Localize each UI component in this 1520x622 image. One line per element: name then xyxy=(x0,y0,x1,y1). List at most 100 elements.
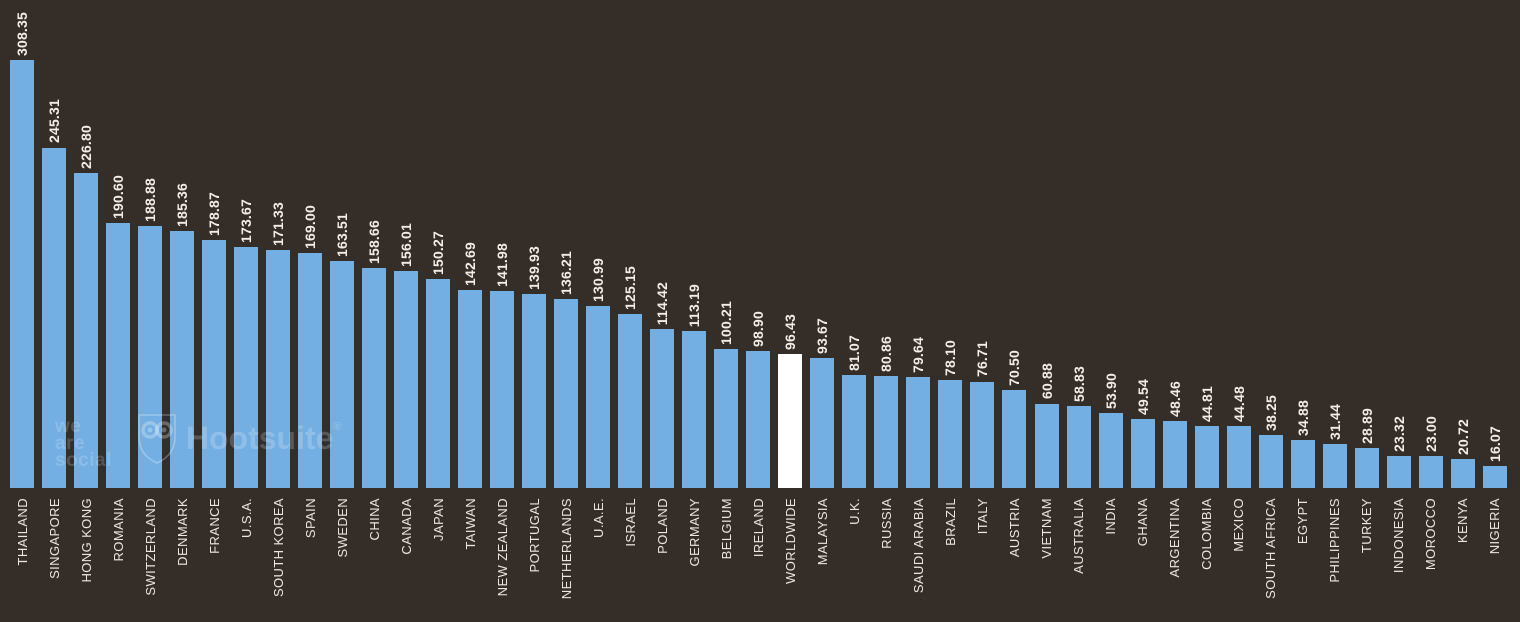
category-label-zone: SWITZERLAND xyxy=(143,488,158,622)
bar xyxy=(874,375,899,488)
category-label: IRELAND xyxy=(750,498,766,558)
bar-column: 125.15 ISRAEL xyxy=(618,0,643,622)
category-label-zone: SAUDI ARABIA xyxy=(910,488,926,622)
value-label: 136.21 xyxy=(558,250,575,295)
value-label: 53.90 xyxy=(1102,373,1119,410)
category-label: SWEDEN xyxy=(334,498,350,558)
value-label: 114.42 xyxy=(654,281,671,326)
bar-column: 23.00 MOROCCO xyxy=(1418,0,1443,622)
bar xyxy=(394,271,419,488)
category-label-zone: FRANCE xyxy=(206,488,222,622)
bar-column: 190.60 ROMANIA xyxy=(106,0,131,622)
category-label-zone: U.K. xyxy=(847,488,862,622)
category-label: MEXICO xyxy=(1231,498,1247,552)
bar-column: 28.89 TURKEY xyxy=(1354,0,1379,622)
bar xyxy=(106,223,131,488)
bar xyxy=(970,381,995,488)
bar-column: 173.67 U.S.A. xyxy=(234,0,259,622)
bar-column: 93.67 MALAYSIA xyxy=(810,0,835,622)
bar xyxy=(234,246,259,488)
category-label-zone: GERMANY xyxy=(686,488,702,622)
category-label: MOROCCO xyxy=(1423,498,1439,571)
category-label: WORLDWIDE xyxy=(782,498,798,584)
category-label-zone: SOUTH KOREA xyxy=(270,488,286,622)
category-label-zone: POLAND xyxy=(655,488,670,622)
bar xyxy=(74,173,99,488)
bar xyxy=(42,147,67,488)
bar-column: 96.43 WORLDWIDE xyxy=(778,0,803,622)
category-label-zone: NIGERIA xyxy=(1487,488,1502,622)
category-label: HONG KONG xyxy=(78,498,94,583)
bar xyxy=(426,279,451,488)
category-label-zone: U.A.E. xyxy=(591,488,606,622)
category-label-zone: ROMANIA xyxy=(111,488,126,622)
bar-column: 308.35 THAILAND xyxy=(10,0,34,622)
category-label-zone: NEW ZEALAND xyxy=(495,488,510,622)
bar xyxy=(682,330,707,488)
category-label-zone: SOUTH AFRICA xyxy=(1263,488,1278,622)
bar xyxy=(1098,413,1123,488)
bar xyxy=(1354,447,1379,488)
category-label: GERMANY xyxy=(686,498,702,567)
value-label: 23.00 xyxy=(1422,416,1439,453)
value-label: 23.32 xyxy=(1390,415,1407,452)
category-label-zone: U.S.A. xyxy=(239,488,254,622)
value-label: 190.60 xyxy=(110,175,127,220)
value-label: 173.67 xyxy=(238,198,255,243)
value-label: 79.64 xyxy=(910,337,927,374)
category-label-zone: MOROCCO xyxy=(1423,488,1439,622)
bar xyxy=(362,267,387,488)
category-label: GHANA xyxy=(1135,498,1151,547)
category-label: ISRAEL xyxy=(622,498,638,547)
bar-column: 81.07 U.K. xyxy=(842,0,867,622)
bar xyxy=(778,354,803,488)
category-label: FRANCE xyxy=(206,498,222,554)
value-label: 60.88 xyxy=(1038,363,1055,400)
category-label-zone: MEXICO xyxy=(1231,488,1247,622)
bar-column: 139.93 PORTUGAL xyxy=(522,0,547,622)
bar-column: 60.88 VIETNAM xyxy=(1034,0,1059,622)
category-label-zone: TURKEY xyxy=(1359,488,1375,622)
category-label: ARGENTINA xyxy=(1167,498,1183,578)
category-label-zone: ITALY xyxy=(975,488,990,622)
value-label: 163.51 xyxy=(334,213,351,258)
bar xyxy=(202,239,227,488)
value-label: 125.15 xyxy=(622,266,639,311)
bar-column: 20.72 KENYA xyxy=(1450,0,1475,622)
bar xyxy=(714,348,739,488)
value-label: 76.71 xyxy=(974,341,991,378)
category-label: BRAZIL xyxy=(942,498,958,546)
value-label: 308.35 xyxy=(14,11,30,56)
category-label-zone: COLOMBIA xyxy=(1199,488,1214,622)
category-label: SAUDI ARABIA xyxy=(910,498,926,594)
value-label: 80.86 xyxy=(878,335,895,372)
bar-column: 76.71 ITALY xyxy=(970,0,995,622)
bar-column: 142.69 TAIWAN xyxy=(458,0,483,622)
bar xyxy=(1034,403,1059,488)
category-label-zone: ARGENTINA xyxy=(1167,488,1183,622)
value-label: 49.54 xyxy=(1134,379,1151,416)
category-label: NETHERLANDS xyxy=(558,498,574,600)
category-label: EGYPT xyxy=(1295,498,1311,545)
bar-column: 16.07 NIGERIA xyxy=(1482,0,1507,622)
bar-column: 78.10 BRAZIL xyxy=(938,0,963,622)
value-label: 150.27 xyxy=(430,231,447,276)
bar xyxy=(810,357,835,488)
bar xyxy=(1002,390,1027,488)
bar xyxy=(170,230,195,488)
category-label-zone: SWEDEN xyxy=(334,488,350,622)
bar xyxy=(1322,444,1347,488)
category-label: SOUTH KOREA xyxy=(270,498,286,598)
bar-column: 53.90 INDIA xyxy=(1098,0,1123,622)
value-label: 158.66 xyxy=(366,219,383,264)
bar xyxy=(138,225,163,488)
category-label: TURKEY xyxy=(1359,498,1375,554)
bar-column: 156.01 CANADA xyxy=(394,0,419,622)
category-label-zone: IRELAND xyxy=(750,488,766,622)
value-label: 44.81 xyxy=(1198,385,1215,422)
category-label-zone: BRAZIL xyxy=(942,488,958,622)
bar-column: 158.66 CHINA xyxy=(362,0,387,622)
category-label-zone: NETHERLANDS xyxy=(558,488,574,622)
bar-column: 80.86 RUSSIA xyxy=(874,0,899,622)
